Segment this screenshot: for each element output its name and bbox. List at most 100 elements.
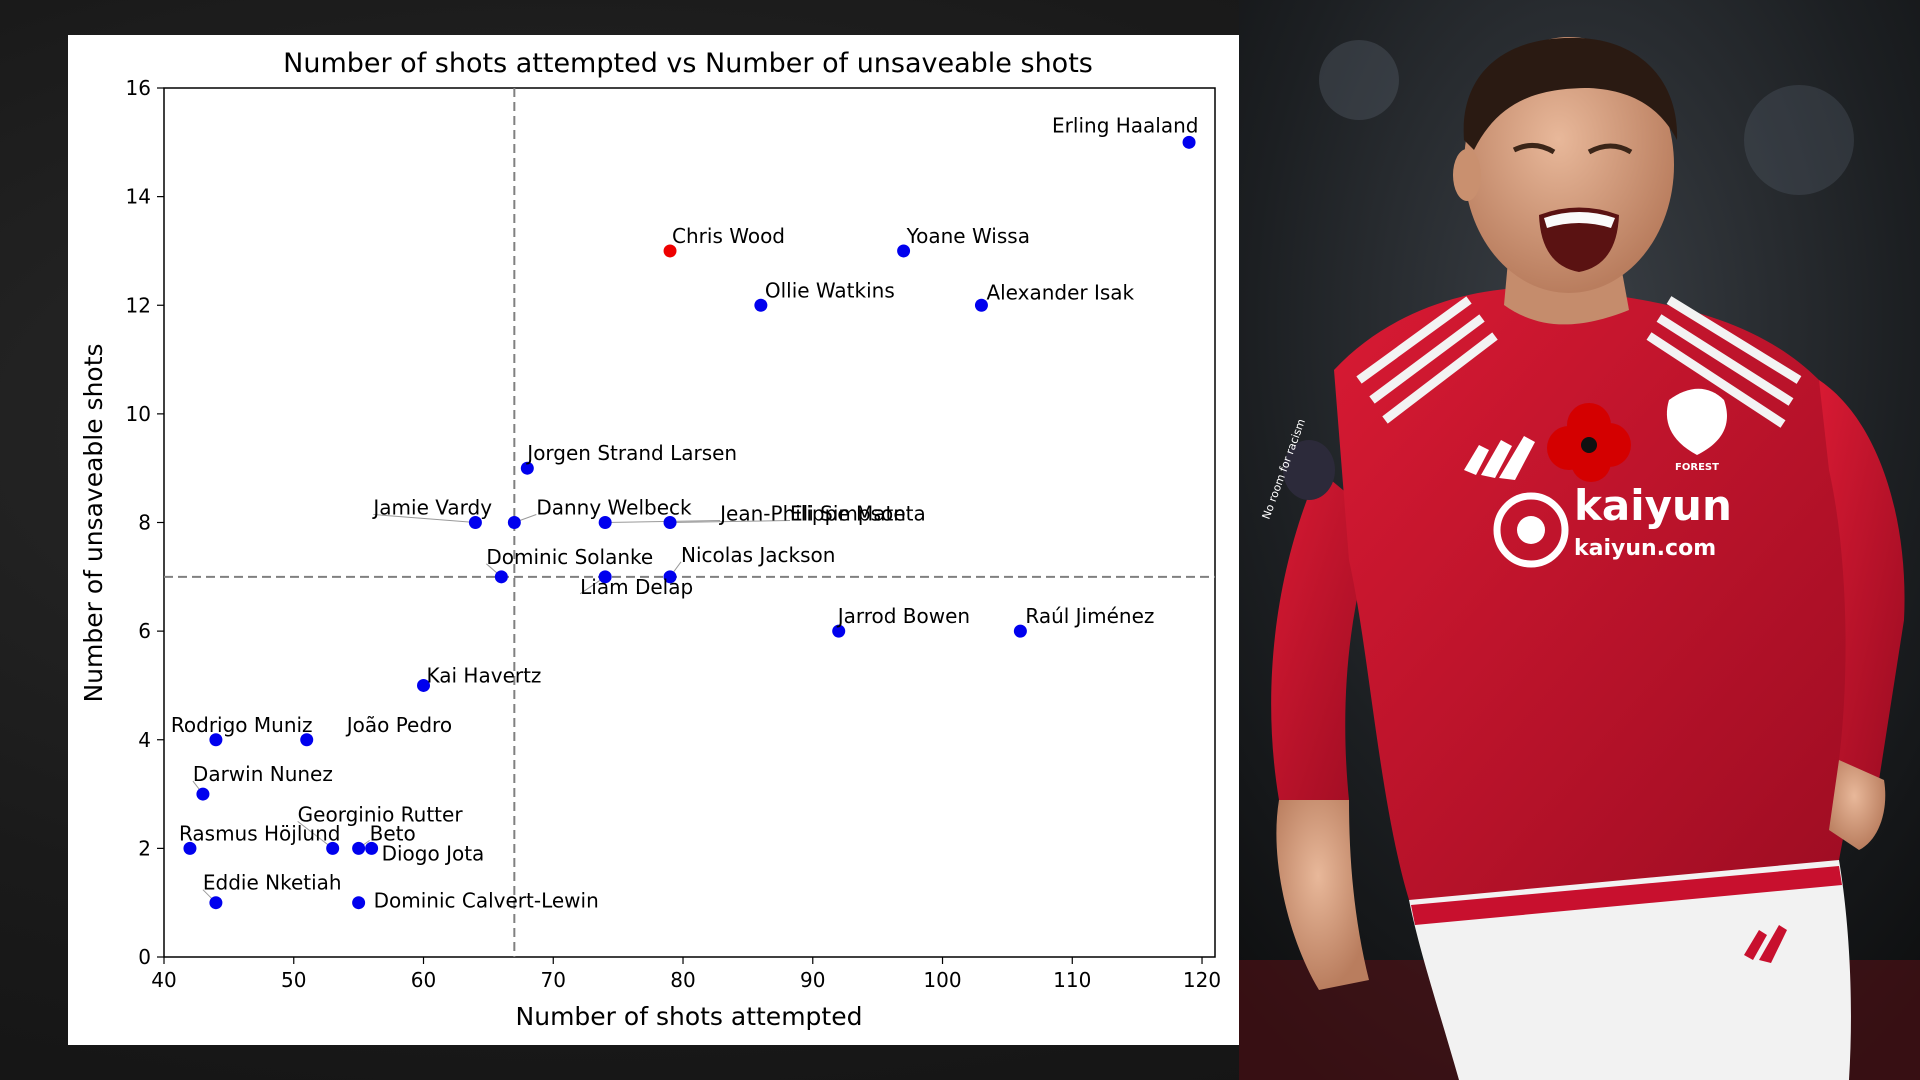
shoulder-stripe (1646, 332, 1786, 428)
y-tick-label: 6 (138, 619, 151, 643)
data-point (196, 787, 210, 801)
point-label: Nicolas Jackson (681, 543, 835, 567)
leader-line (373, 514, 476, 523)
shorts-adidas-logo (1744, 925, 1787, 963)
shoulder-stripe (1382, 332, 1498, 424)
shorts-waistband (1411, 866, 1842, 925)
data-point (598, 570, 612, 584)
point-label: Jarrod Bowen (836, 604, 970, 628)
y-tick-label: 16 (126, 76, 151, 100)
data-point (209, 896, 223, 910)
club-crest: FOREST (1666, 388, 1727, 473)
y-tick-label: 10 (126, 402, 151, 426)
x-tick-label: 120 (1183, 968, 1221, 992)
svg-text:kaiyun: kaiyun (1574, 481, 1732, 530)
point-label: Liam Delap (580, 575, 693, 599)
y-axis-ticks: 0 2 4 6 8 10 12 14 16 (126, 76, 164, 969)
y-tick-label: 0 (138, 945, 151, 969)
leader-line (297, 820, 333, 849)
point-label: Alexander Isak (986, 280, 1134, 304)
leader-line (670, 520, 791, 523)
point-label: Darwin Nunez (193, 762, 333, 786)
data-points (183, 135, 1196, 910)
player-photo-illustration: FOREST kaiyun kaiyun.com No room for rac… (1239, 0, 1920, 1080)
y-tick-label: 12 (126, 293, 151, 317)
y-tick-label: 14 (126, 185, 151, 209)
player-eye-right (1587, 143, 1633, 155)
data-point (520, 461, 534, 475)
player-right-hand (1829, 760, 1886, 850)
point-label: Erling Haaland (1052, 113, 1198, 137)
svg-text:kaiyun.com: kaiyun.com (1574, 536, 1716, 561)
point-label: Diogo Jota (382, 841, 485, 865)
data-point (468, 516, 482, 529)
stadium-light (1744, 85, 1854, 195)
player-right-arm (1819, 380, 1905, 780)
point-label: Eddie Nketiah (203, 871, 342, 895)
data-point (494, 570, 508, 584)
sponsor-logo: kaiyun kaiyun.com (1493, 481, 1732, 568)
player-hair (1463, 37, 1678, 150)
shoulder-stripe (1656, 314, 1794, 406)
point-label: Raúl Jiménez (1025, 604, 1154, 628)
point-label: Beto (370, 821, 416, 845)
point-label: Dominic Calvert-Lewin (374, 889, 599, 913)
x-axis-ticks: 40 50 60 70 80 90 100 110 120 (151, 957, 1221, 992)
leader-line (605, 520, 721, 523)
data-point (1182, 135, 1196, 149)
point-label: Jean-Philippe Mateta (718, 502, 926, 526)
data-point (663, 244, 677, 258)
shoulder-stripe (1356, 296, 1472, 384)
data-point (663, 516, 677, 529)
point-label: Jorgen Strand Larsen (525, 441, 737, 465)
player-shirt (1334, 287, 1872, 913)
y-axis-label: Number of unsaveable shots (79, 343, 108, 702)
data-point (754, 298, 768, 312)
data-point (365, 841, 379, 855)
x-tick-label: 70 (541, 968, 566, 992)
x-axis-label: Number of shots attempted (516, 1002, 863, 1031)
data-point (352, 841, 366, 855)
point-label: Rodrigo Muniz (171, 713, 313, 737)
point-label: Eli Simpson (790, 502, 906, 526)
player-eye-left (1512, 143, 1556, 155)
player-teeth (1544, 212, 1615, 228)
chart-panel: Number of shots attempted vs Number of u… (68, 35, 1239, 1045)
x-tick-label: 60 (411, 968, 436, 992)
point-label: Chris Wood (672, 224, 785, 248)
adidas-logo (1464, 436, 1535, 480)
shoulder-stripe (1369, 314, 1485, 404)
data-point (1013, 624, 1027, 638)
data-point (326, 841, 340, 855)
data-point (832, 624, 846, 638)
player-ear (1453, 149, 1481, 201)
point-label: Danny Welbeck (536, 496, 692, 520)
point-labels: Erling Haaland Chris Wood Yoane Wissa Ollie… (171, 113, 1199, 912)
x-tick-label: 50 (281, 968, 306, 992)
svg-text:FOREST: FOREST (1675, 462, 1719, 473)
chart-title: Number of shots attempted vs Number of u… (283, 48, 1093, 79)
point-label: Georginio Rutter (298, 802, 464, 826)
stadium-light (1319, 40, 1399, 120)
scatter-chart: Number of shots attempted vs Number of u… (79, 48, 1221, 1031)
shoulder-stripe (1666, 296, 1802, 384)
point-label: Ollie Watkins (765, 278, 895, 302)
y-tick-label: 2 (138, 836, 151, 860)
point-label: Rasmus Höjlund (179, 821, 341, 845)
x-tick-label: 90 (800, 968, 825, 992)
data-point (897, 244, 911, 258)
y-tick-label: 4 (138, 728, 151, 752)
point-label: João Pedro (345, 713, 452, 737)
data-point (300, 733, 314, 747)
data-point (663, 570, 677, 584)
data-point (974, 298, 988, 312)
data-point (352, 896, 366, 910)
player-left-forearm (1276, 800, 1369, 990)
data-point (183, 841, 197, 855)
data-point (598, 516, 612, 529)
data-point (209, 733, 223, 747)
x-tick-label: 110 (1053, 968, 1091, 992)
point-label: Jamie Vardy (371, 496, 492, 520)
point-label: Kai Havertz (427, 663, 542, 687)
y-tick-label: 8 (138, 511, 151, 535)
